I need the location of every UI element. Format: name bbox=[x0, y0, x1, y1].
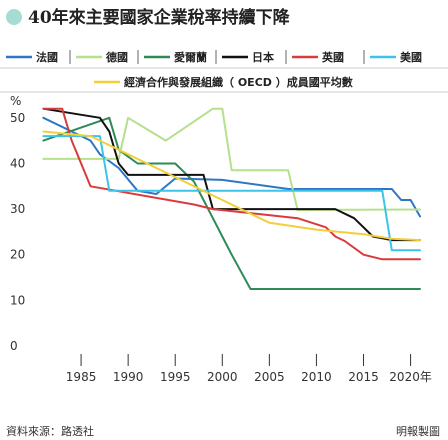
y-axis-unit-label: % bbox=[10, 94, 21, 108]
y-tick-label: 0 bbox=[10, 339, 18, 353]
series-line bbox=[42, 116, 421, 290]
y-tick-label: 40 bbox=[10, 156, 25, 170]
x-tick-label: 2020年 bbox=[389, 370, 432, 384]
legend-label: 德國 bbox=[105, 50, 128, 64]
plot-area bbox=[42, 107, 421, 290]
legend-label: 英國 bbox=[321, 50, 344, 64]
x-tick-label: 2010 bbox=[301, 370, 332, 384]
title-bullet-icon bbox=[6, 9, 22, 25]
x-axis: 1985 1990 1995 2000 2005 2010 2015 2020年 bbox=[66, 354, 432, 384]
y-tick-label: 20 bbox=[10, 248, 25, 262]
y-tick-label: 30 bbox=[10, 202, 25, 216]
legend-label: 愛爾蘭 bbox=[174, 50, 207, 64]
x-tick-label: 2005 bbox=[254, 370, 285, 384]
x-tick-label: 1990 bbox=[113, 370, 144, 384]
legend-label: 美國 bbox=[400, 50, 422, 64]
x-tick-label: 1985 bbox=[66, 370, 97, 384]
source-note: 資料來源：路透社 bbox=[6, 424, 94, 438]
x-tick-label: 2015 bbox=[348, 370, 379, 384]
series-line bbox=[42, 107, 421, 242]
y-axis: 0 10 20 30 40 50 bbox=[10, 111, 25, 353]
x-tick-label: 2000 bbox=[207, 370, 238, 384]
series-line bbox=[42, 107, 421, 211]
legend-label: 經濟合作與發展組織（ OECD ）成員國平均數 bbox=[124, 75, 353, 89]
legend-label: 日本 bbox=[252, 50, 274, 64]
series-line bbox=[42, 107, 421, 261]
series-line bbox=[42, 116, 421, 218]
chart-title: 40年來主要國家企業稅率持續下降 bbox=[28, 7, 291, 28]
x-tick-label: 1995 bbox=[160, 370, 191, 384]
legend-label: 法國 bbox=[36, 50, 58, 64]
y-tick-label: 50 bbox=[10, 111, 25, 125]
y-tick-label: 10 bbox=[10, 293, 25, 307]
credit-note: 明報製圖 bbox=[396, 424, 440, 438]
series-line bbox=[42, 130, 421, 242]
